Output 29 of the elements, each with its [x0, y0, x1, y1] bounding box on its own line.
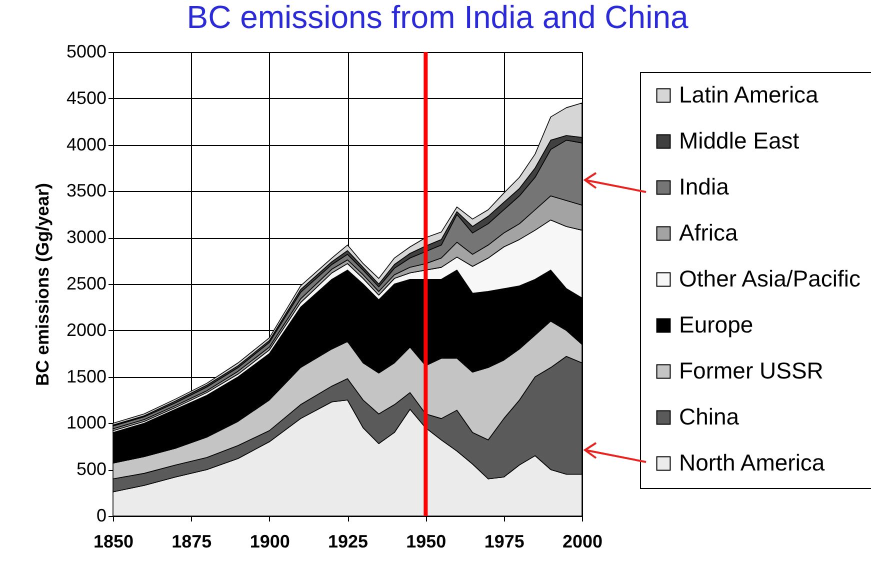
- legend-label: China: [679, 404, 740, 430]
- legend-label: North America: [679, 450, 825, 476]
- legend-label: Former USSR: [679, 358, 824, 384]
- legend-label: Africa: [679, 220, 738, 246]
- x-tick-label: 1875: [172, 532, 212, 552]
- y-tick-label: 3500: [66, 180, 106, 201]
- y-tick-label: 2500: [66, 274, 106, 294]
- x-tick-label: 1975: [484, 532, 524, 552]
- x-tick-label: 1900: [250, 532, 290, 552]
- legend-label: Europe: [679, 312, 754, 338]
- y-tick-label: 4500: [66, 88, 106, 108]
- chart-title: BC emissions from India and China: [186, 0, 688, 35]
- y-tick-label: 500: [76, 459, 106, 480]
- legend-label: India: [679, 174, 730, 200]
- y-tick-label: 4000: [66, 134, 106, 154]
- y-tick-label: 3000: [66, 227, 106, 248]
- x-tick-label: 1925: [328, 532, 368, 552]
- x-tick-label: 1950: [406, 532, 446, 552]
- y-axis-title: BC emissions (Gg/year): [32, 182, 52, 386]
- legend-label: Middle East: [679, 128, 800, 154]
- x-tick-label: 1850: [93, 532, 134, 552]
- y-tick-label: 1000: [66, 412, 106, 433]
- legend-label: Other Asia/Pacific: [679, 266, 861, 292]
- legend-label: Latin America: [679, 82, 819, 108]
- y-tick-label: 2000: [66, 320, 106, 340]
- y-tick-label: 1500: [66, 366, 106, 386]
- y-tick-label: 5000: [66, 42, 106, 62]
- x-tick-label: 2000: [562, 532, 603, 552]
- y-tick-label: 0: [96, 506, 106, 526]
